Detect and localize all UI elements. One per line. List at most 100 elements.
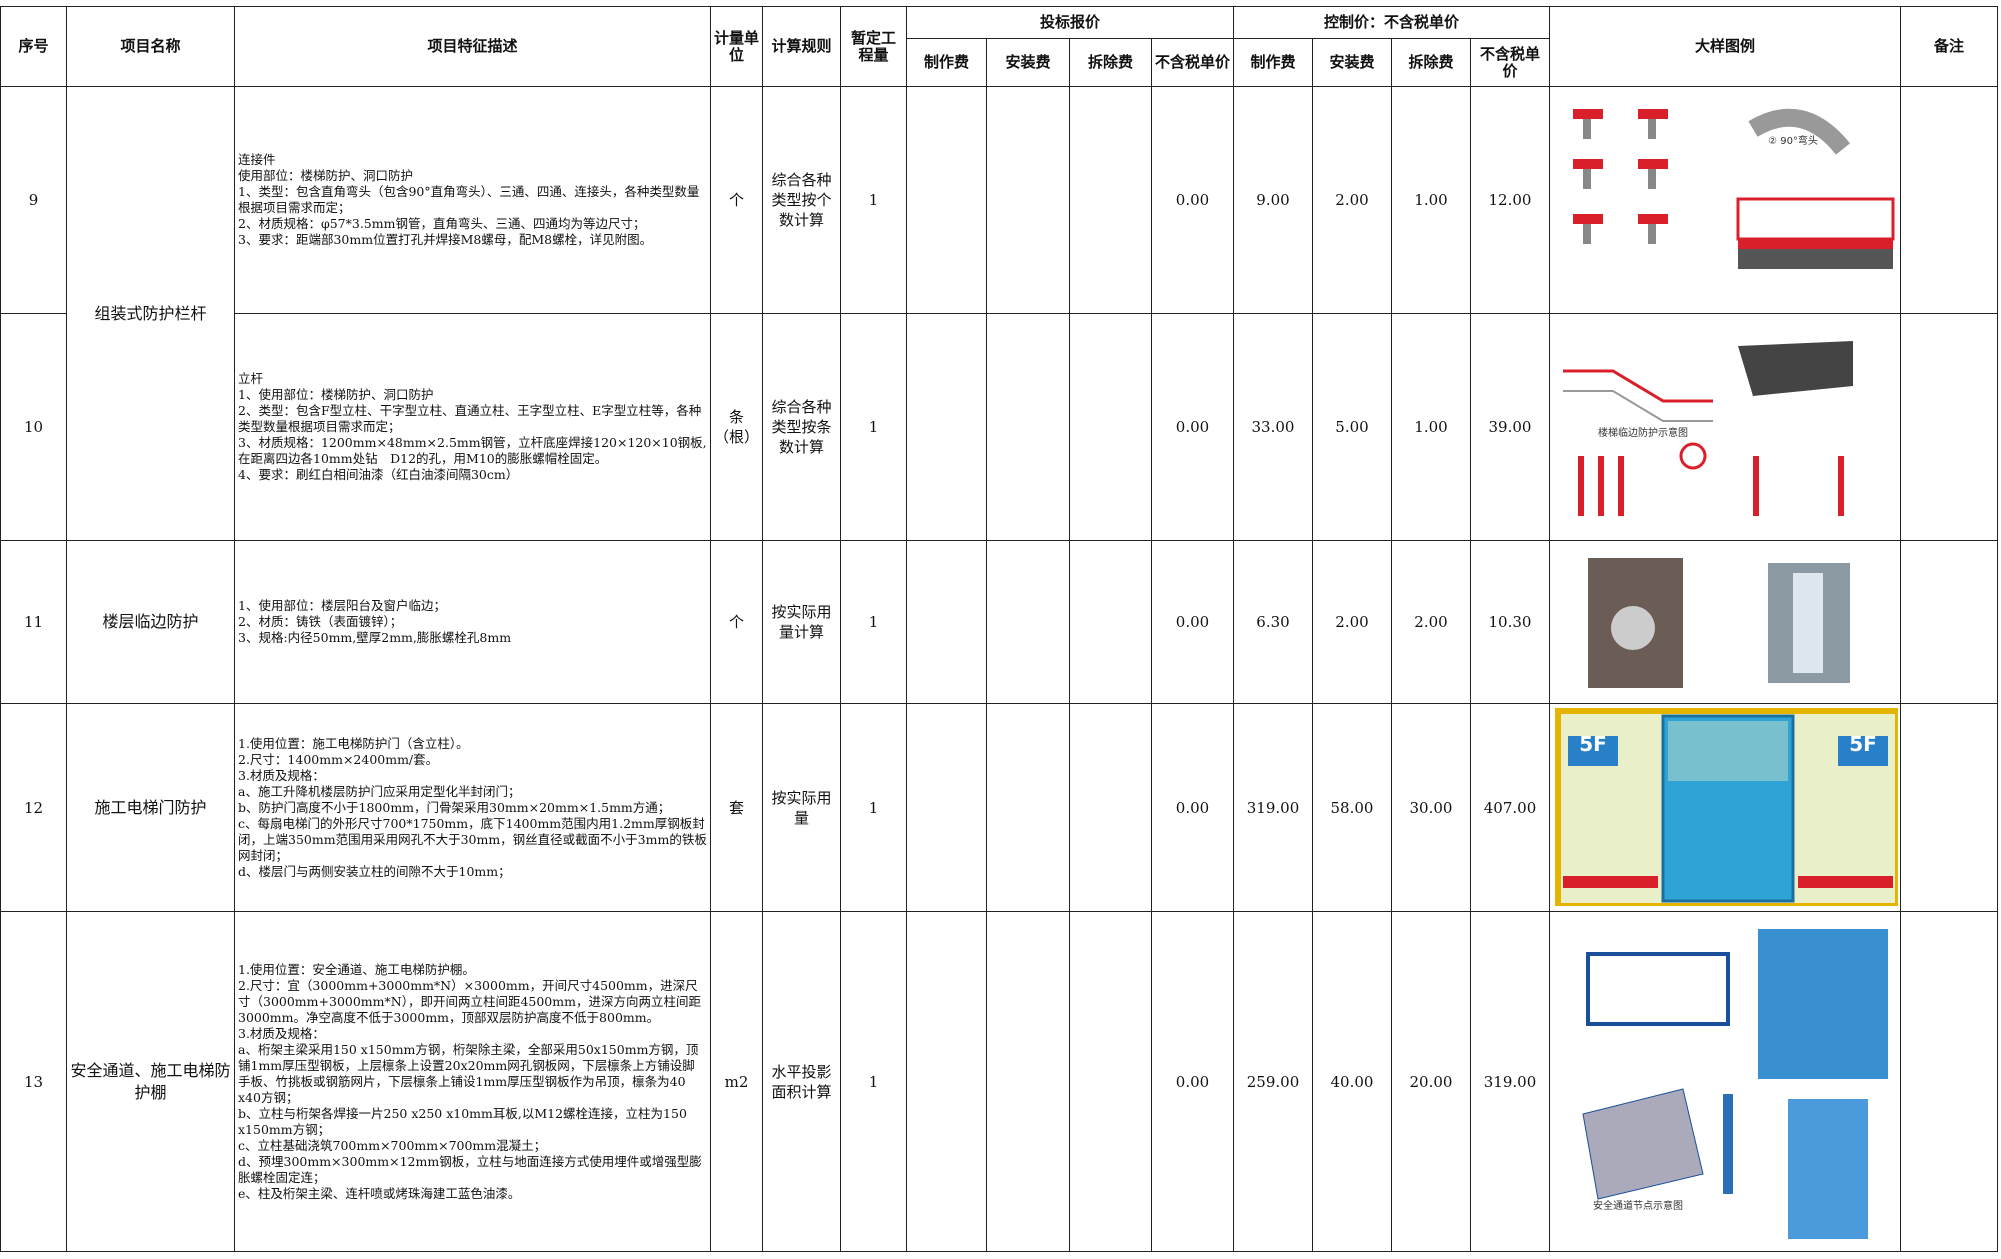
desc-line: 3、要求：距端部30mm位置打孔并焊接M8螺母，配M8螺栓，详见附图。 xyxy=(238,232,653,247)
desc-line: 3.材质及规格： xyxy=(238,767,325,783)
desc-line: a、桁架主梁采用150 x150mm方钢，桁架除主梁，全部采用50x150mm方… xyxy=(238,1041,699,1105)
figure-cell: 楼梯临边防护示意图 xyxy=(1549,313,1901,541)
desc-cell: 连接件 使用部位：楼梯防护、洞口防护 1、类型：包含直角弯头（包含90°直角弯头）、… xyxy=(234,86,711,314)
header-cell: 备注 xyxy=(1900,6,1998,87)
ctrl-cell: 1.00 xyxy=(1391,313,1471,541)
rule-cell: 按实际用量计算 xyxy=(762,540,841,704)
table-row: 10 立杆 1、使用部位：楼梯防护、洞口防护 2、类型：包含F型立柱、干字型立柱、直通… xyxy=(0,313,1998,541)
bid-cell xyxy=(906,911,987,1252)
ctrl-cell: 58.00 xyxy=(1312,703,1392,912)
qty-cell: 1 xyxy=(840,540,907,704)
qty-cell: 1 xyxy=(840,86,907,314)
ctrl-cell: 39.00 xyxy=(1470,313,1550,541)
illustration-shape xyxy=(1679,442,1706,469)
rule-cell: 按实际用量 xyxy=(762,703,841,912)
illustration-shape xyxy=(1637,213,1668,224)
ctrl-cell: 30.00 xyxy=(1391,703,1471,912)
header-cell: 拆除费 xyxy=(1391,38,1471,87)
header-cell: 不含税单价 xyxy=(1470,38,1550,87)
ctrl-cell: 319.00 xyxy=(1470,911,1550,1252)
header-cell: 安装费 xyxy=(1312,38,1392,87)
header-cell: 不含税单价 xyxy=(1151,38,1234,87)
name-cell: 楼层临边防护 xyxy=(66,540,235,704)
illustration-shape xyxy=(1572,108,1603,119)
illustration-label: 楼梯临边防护示意图 xyxy=(1598,426,1688,439)
ctrl-cell: 319.00 xyxy=(1233,703,1313,912)
seq-cell: 12 xyxy=(0,703,67,912)
bid-cell xyxy=(1069,703,1152,912)
bid-cell xyxy=(906,703,987,912)
illustration-shape xyxy=(1797,875,1893,888)
bid-cell xyxy=(986,313,1070,541)
unit-cell: 套 xyxy=(710,703,763,912)
desc-line: 3.材质及规格： xyxy=(238,1025,325,1041)
illustration-shape xyxy=(1567,735,1618,766)
table-row: 9 组装式防护栏杆 连接件 使用部位：楼梯防护、洞口防护 1、类型：包含直角弯头（包含9… xyxy=(0,86,1998,541)
illustration: 5F 5F xyxy=(1554,707,1900,909)
table-row: 12 施工电梯门防护 1.使用位置：施工电梯防护门（含立柱）。 2.尺寸：1400mm… xyxy=(0,703,1998,912)
desc-line: c、每扇电梯门的外形尺寸700*1750mm，底下1400mm范围内用1.2mm… xyxy=(238,815,707,863)
bid-price-cell: 0.00 xyxy=(1151,86,1234,314)
desc-cell: 1、使用部位：楼层阳台及窗户临边； 2、材质：铸铁（表面镀锌）； 3、规格:内径50… xyxy=(234,540,711,704)
name-cell: 安全通道、施工电梯防护棚 xyxy=(66,911,235,1252)
illustration: ② 90°弯头 xyxy=(1572,108,1894,269)
illustration-shape xyxy=(1572,158,1603,169)
bid-cell xyxy=(986,911,1070,1252)
ctrl-cell: 33.00 xyxy=(1233,313,1313,541)
bid-cell xyxy=(1069,540,1152,704)
header-cell: 制作费 xyxy=(1233,38,1313,87)
ctrl-cell: 40.00 xyxy=(1312,911,1392,1252)
name-cell: 施工电梯门防护 xyxy=(66,703,235,912)
illustration-shape xyxy=(1737,248,1893,269)
desc-line: 4、要求：刷红白相间油漆（红白油漆间隔30cm） xyxy=(238,467,519,482)
illustration-shape xyxy=(1837,735,1888,766)
desc-line: 1.使用位置：施工电梯防护门（含立柱）。 xyxy=(238,735,469,751)
bid-cell xyxy=(1069,313,1152,541)
bid-price-cell: 0.00 xyxy=(1151,703,1234,912)
desc-line: 使用部位：楼梯防护、洞口防护 xyxy=(238,168,414,183)
ctrl-cell: 2.00 xyxy=(1312,86,1392,314)
qty-cell: 1 xyxy=(840,911,907,1252)
figure-cell xyxy=(1549,540,1901,704)
illustration-shape xyxy=(1757,928,1888,1079)
illustration-shape xyxy=(1736,197,1894,240)
remark-cell xyxy=(1900,703,1998,912)
remark-cell xyxy=(1900,911,1998,1252)
desc-line: a、施工升降机楼层防护门应采用定型化半封闭门； xyxy=(238,783,521,799)
illustration-shape xyxy=(1597,455,1604,516)
header-cell: 序号 xyxy=(0,6,67,87)
seq-cell: 13 xyxy=(0,911,67,1252)
header-cell: 拆除费 xyxy=(1069,38,1152,87)
header-cell: 计量单位 xyxy=(710,6,763,87)
ctrl-cell: 10.30 xyxy=(1470,540,1550,704)
table-row: 11 楼层临边防护 1、使用部位：楼层阳台及窗户临边； 2、材质：铸铁（表面镀锌）； 3… xyxy=(0,540,1998,704)
illustration-shape xyxy=(1647,168,1656,189)
desc-line: 2、类型：包含F型立柱、干字型立柱、直通立柱、王字型立柱、E字型立柱等，各种类型… xyxy=(238,403,702,434)
illustration-shape xyxy=(1637,158,1668,169)
ctrl-cell: 2.00 xyxy=(1391,540,1471,704)
header-cell: 项目特征描述 xyxy=(234,6,711,87)
bid-price-cell: 0.00 xyxy=(1151,540,1234,704)
illustration-shape xyxy=(1617,455,1624,516)
figure-cell: 5F 5F xyxy=(1549,703,1901,912)
illustration: 楼梯临边防护示意图 xyxy=(1562,340,1853,516)
illustration-shape xyxy=(1787,1098,1868,1239)
illustration-shape xyxy=(1837,455,1844,516)
bid-cell xyxy=(1069,86,1152,314)
bid-cell xyxy=(906,540,987,704)
header-cell: 安装费 xyxy=(986,38,1070,87)
desc-line: 1、类型：包含直角弯头（包含90°直角弯头）、三通、四通、连接头，各种类型数量根… xyxy=(238,184,700,215)
illustration-shape xyxy=(1752,455,1759,516)
remark-cell xyxy=(1900,540,1998,704)
illustration-label: 5F xyxy=(1579,732,1607,756)
unit-cell: 个 xyxy=(710,86,763,314)
figure-cell: 安全通道节点示意图 xyxy=(1549,911,1901,1252)
desc-cell: 立杆 1、使用部位：楼梯防护、洞口防护 2、类型：包含F型立柱、干字型立柱、直通立柱… xyxy=(234,313,711,541)
quote-table: 序号 项目名称 项目特征描述 计量单位 计算规则 暂定工程量 投标报价 控制价：… xyxy=(0,6,1998,1252)
table-row: 13 安全通道、施工电梯防护棚 1.使用位置：安全通道、施工电梯防护棚。 2.尺寸：宜… xyxy=(0,911,1998,1252)
illustration-shape xyxy=(1572,213,1603,224)
illustration-shape xyxy=(1585,951,1730,1026)
illustration-shape xyxy=(1610,605,1655,650)
rule-cell: 综合各种类型按条数计算 xyxy=(762,313,841,541)
desc-line: 3、规格:内径50mm,壁厚2mm,膨胀螺栓孔8mm xyxy=(238,630,512,645)
